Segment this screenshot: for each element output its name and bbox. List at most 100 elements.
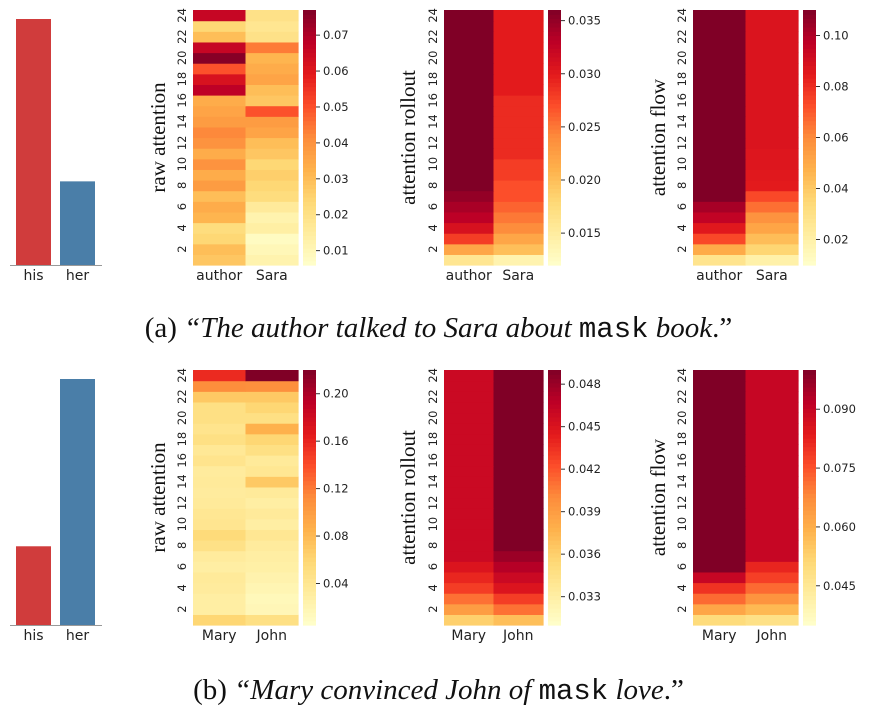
colorbar-segment bbox=[548, 18, 561, 24]
heat-ytick-10: 10 bbox=[426, 517, 440, 532]
colorbar-segment bbox=[303, 518, 316, 524]
heat-cell-layer24-Mary bbox=[193, 370, 247, 382]
colorbar-tick-label: 0.06 bbox=[323, 64, 349, 78]
heat-cell-layer23-author bbox=[193, 20, 247, 32]
colorbar-segment bbox=[803, 56, 816, 62]
colorbar-segment bbox=[548, 10, 561, 15]
colorbar-segment bbox=[303, 421, 316, 426]
colorbar-segment bbox=[803, 14, 816, 20]
colorbar-segment bbox=[303, 222, 316, 228]
colorbar-segment bbox=[303, 218, 316, 224]
heat-cell-layer20-author bbox=[444, 52, 495, 64]
colorbar-segment bbox=[303, 260, 316, 266]
heat-cell-layer21-Sara bbox=[745, 41, 799, 54]
heat-ytick-20: 20 bbox=[675, 410, 689, 425]
heat-cell-layer1-Mary bbox=[444, 614, 495, 626]
heat-cell-layer13-John bbox=[745, 486, 799, 499]
colorbar-segment bbox=[548, 489, 561, 494]
heat-cell-layer6-author bbox=[693, 201, 747, 213]
heat-cell-layer18-Sara bbox=[745, 73, 799, 85]
heat-cell-layer3-Mary bbox=[444, 593, 495, 605]
colorbar-segment bbox=[548, 391, 561, 397]
colorbar-segment bbox=[548, 374, 561, 380]
heat-cell-layer22-John bbox=[745, 391, 799, 403]
bar-label-his: his bbox=[23, 268, 43, 284]
heat-ytick-2: 2 bbox=[175, 605, 189, 612]
colorbar-segment bbox=[548, 260, 561, 266]
heat-cell-layer10-John bbox=[745, 518, 799, 530]
colorbar-segment bbox=[303, 192, 316, 198]
colorbar-segment bbox=[803, 39, 816, 45]
heat-xtick-Sara: Sara bbox=[256, 268, 288, 284]
colorbar-segment bbox=[803, 86, 816, 92]
heat-ytick-8: 8 bbox=[175, 182, 189, 189]
colorbar-segment bbox=[303, 226, 316, 232]
colorbar-segment bbox=[803, 112, 816, 117]
colorbar-segment bbox=[548, 518, 561, 524]
heat-ytick-8: 8 bbox=[675, 182, 689, 189]
heat-ytick-18: 18 bbox=[175, 72, 189, 87]
heat-cell-layer13-John bbox=[245, 486, 299, 499]
colorbar-segment bbox=[548, 608, 561, 613]
heat-ytick-6: 6 bbox=[675, 203, 689, 210]
heat-ytick-24: 24 bbox=[426, 368, 440, 383]
colorbar-segment bbox=[548, 99, 561, 105]
colorbar-segment bbox=[548, 146, 561, 151]
colorbar-segment bbox=[803, 591, 816, 596]
colorbar-segment bbox=[803, 518, 816, 524]
heat-cell-layer2-John bbox=[745, 603, 799, 615]
colorbar-segment bbox=[803, 527, 816, 533]
heat-cell-layer16-Sara bbox=[245, 95, 299, 107]
colorbar-tick-label: 0.020 bbox=[568, 173, 601, 187]
heat-cell-layer7-Sara bbox=[245, 190, 299, 202]
heat-cell-layer12-John bbox=[245, 497, 299, 509]
colorbar-segment bbox=[548, 65, 561, 71]
heat-cell-layer4-author bbox=[193, 222, 247, 234]
heat-cell-layer7-author bbox=[693, 190, 747, 202]
heat-cell-layer14-author bbox=[693, 116, 747, 128]
colorbar-segment bbox=[303, 382, 316, 388]
heat-cell-layer11-Mary bbox=[444, 508, 495, 520]
colorbar-tick-label: 0.06 bbox=[823, 131, 849, 145]
heat-cell-layer9-Mary bbox=[444, 529, 495, 541]
heat-cell-layer16-author bbox=[693, 95, 747, 107]
heat-ytick-20: 20 bbox=[175, 50, 189, 65]
colorbar-segment bbox=[548, 86, 561, 92]
colorbar-segment bbox=[303, 10, 316, 15]
heat-ytick-12: 12 bbox=[426, 495, 440, 510]
colorbar-segment bbox=[548, 620, 561, 626]
heat-cell-layer18-John bbox=[245, 433, 299, 445]
colorbar-segment bbox=[303, 395, 316, 401]
colorbar-segment bbox=[803, 586, 816, 592]
heat-cell-layer19-Mary bbox=[693, 423, 747, 435]
colorbar-tick-label: 0.20 bbox=[323, 387, 349, 401]
heat-cell-layer10-author bbox=[693, 158, 747, 170]
heat-cell-layer24-Mary bbox=[444, 370, 495, 382]
heat-cell-layer7-John bbox=[493, 550, 544, 562]
heat-cell-layer14-Mary bbox=[693, 476, 747, 488]
colorbar-segment bbox=[803, 489, 816, 494]
heat-cell-layer15-Sara bbox=[245, 105, 299, 117]
heat-ytick-22: 22 bbox=[426, 29, 440, 44]
bar-chart-0: his her bbox=[10, 19, 102, 284]
colorbar-segment bbox=[803, 387, 816, 392]
colorbar-segment bbox=[803, 214, 816, 219]
heat-cell-layer24-author bbox=[444, 10, 495, 22]
colorbar-segment bbox=[548, 603, 561, 609]
heat-cell-layer21-John bbox=[745, 401, 799, 414]
colorbar-segment bbox=[303, 201, 316, 207]
colorbar-segment bbox=[548, 235, 561, 241]
colorbar-segment bbox=[803, 493, 816, 499]
colorbar-segment bbox=[548, 506, 561, 511]
heat-ytick-22: 22 bbox=[675, 389, 689, 404]
heat-cell-layer9-author bbox=[193, 169, 247, 181]
colorbar-segment bbox=[548, 243, 561, 249]
heat-ytick-8: 8 bbox=[426, 182, 440, 189]
colorbar-segment bbox=[548, 404, 561, 409]
colorbar-segment bbox=[548, 429, 561, 435]
heat-ytick-24: 24 bbox=[175, 8, 189, 23]
heat-cell-layer16-John bbox=[745, 455, 799, 467]
colorbar-segment bbox=[303, 595, 316, 601]
colorbar-segment bbox=[803, 150, 816, 156]
